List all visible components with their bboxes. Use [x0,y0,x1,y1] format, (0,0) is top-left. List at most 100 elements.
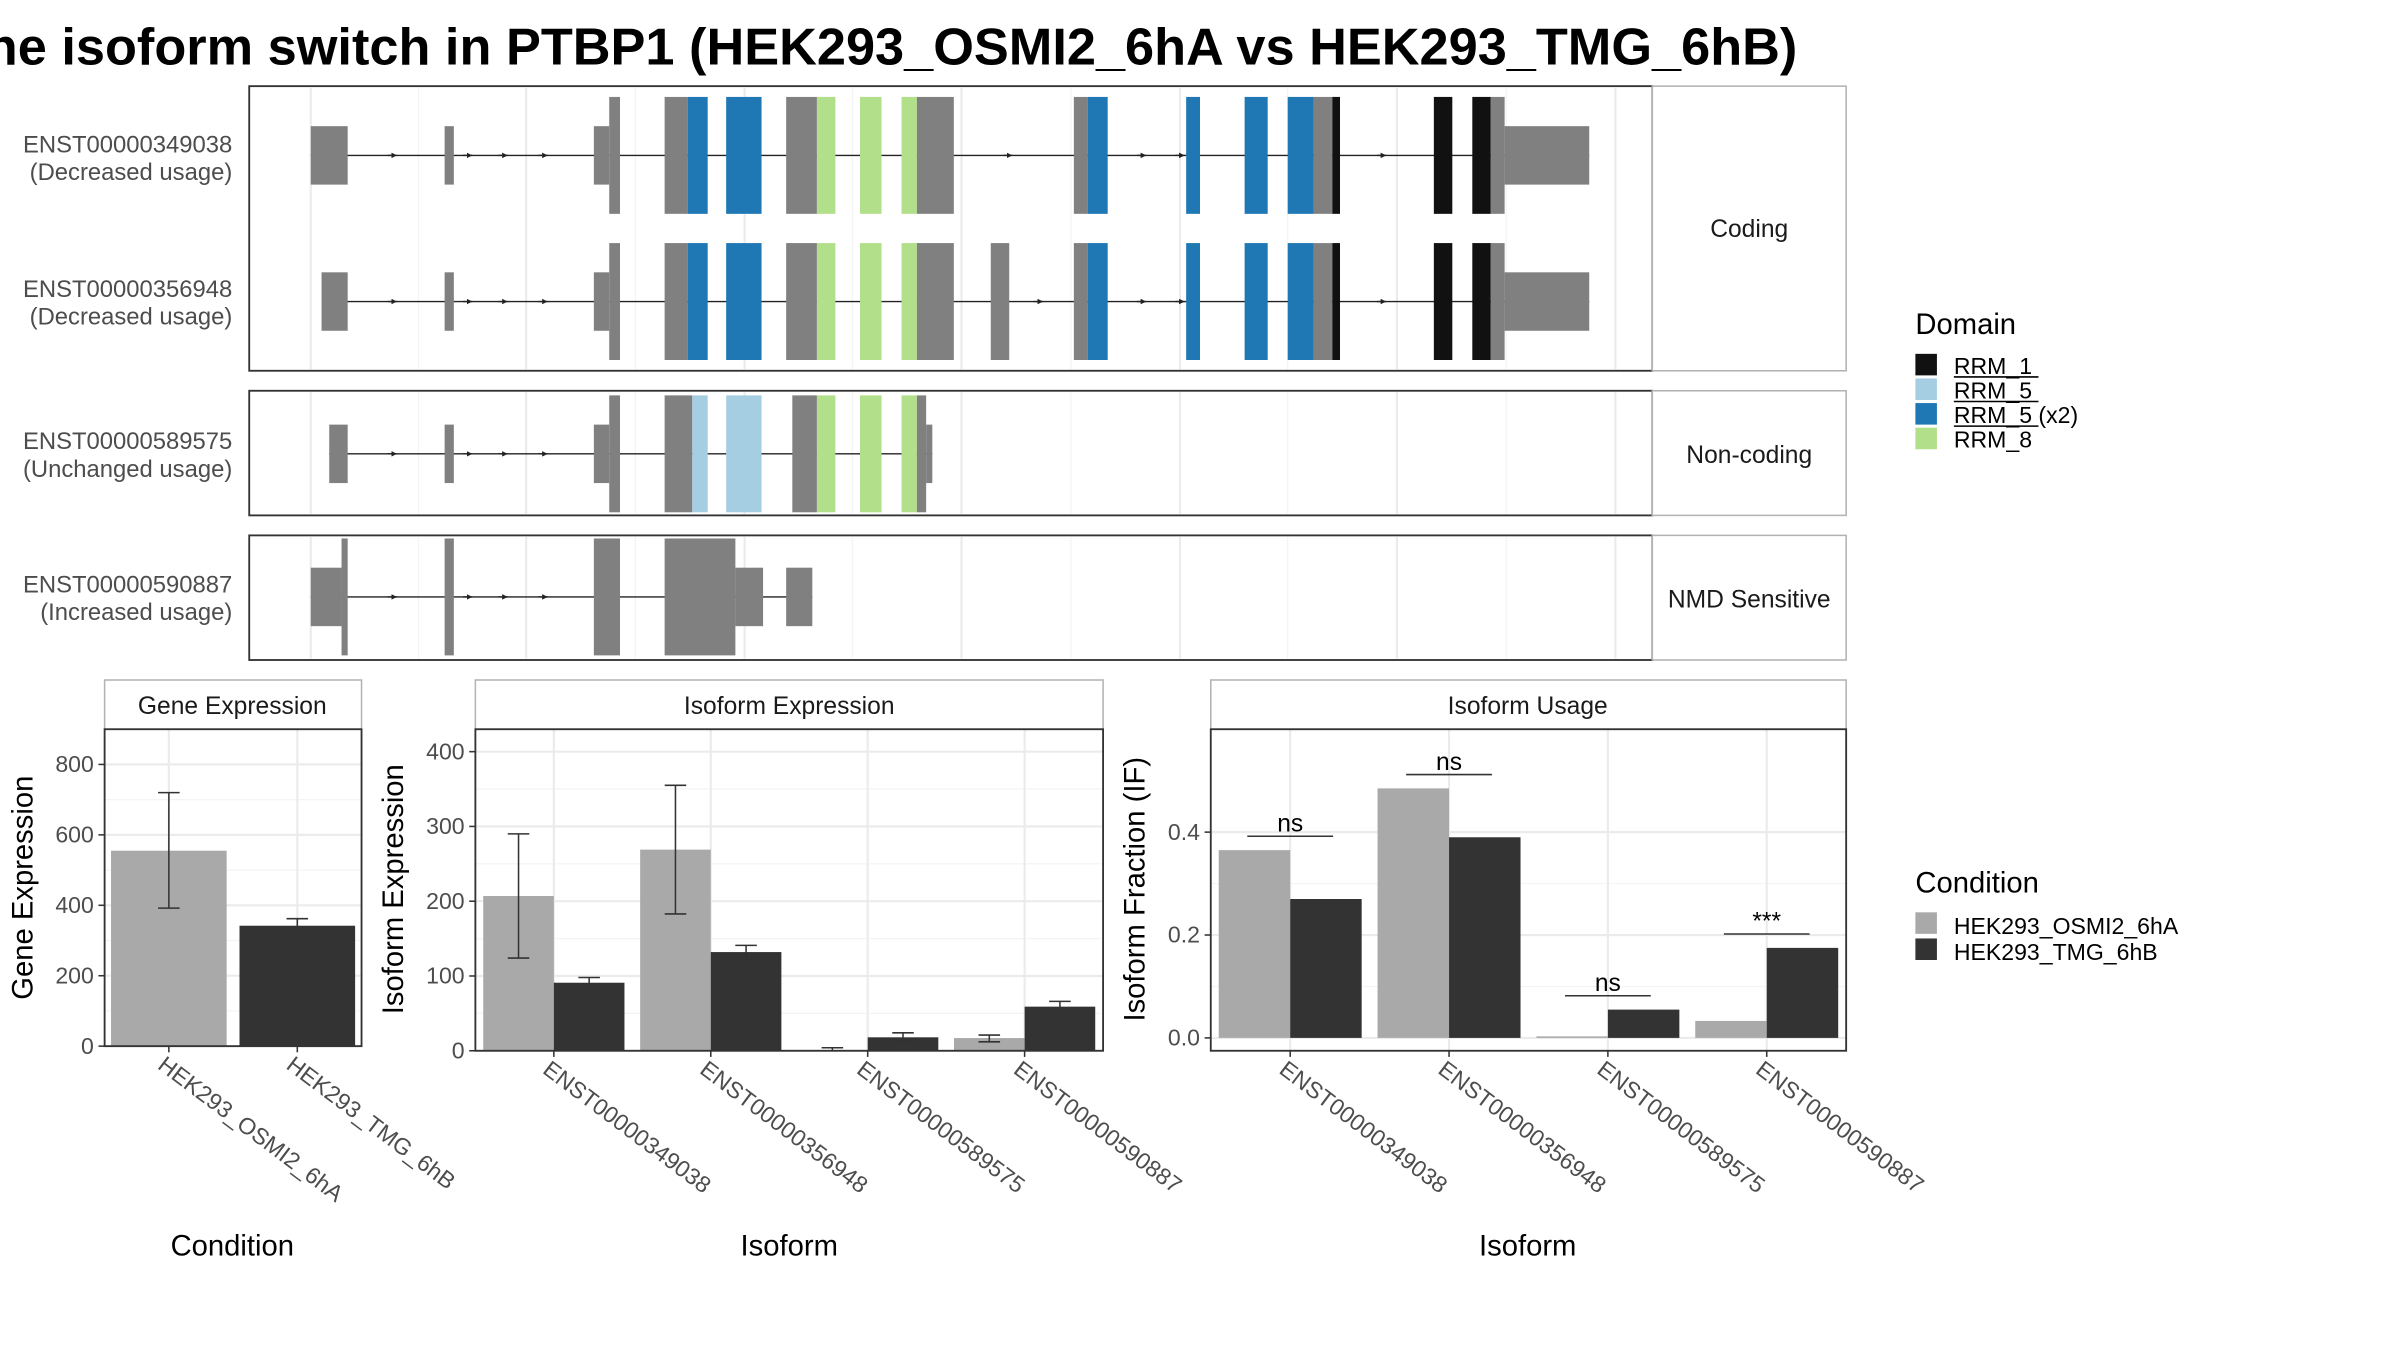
bar [1449,837,1521,1038]
exon-segment [786,243,817,360]
domain-legend-title: Domain [1915,309,2016,341]
exon-segment [1472,243,1491,360]
transcript-panels: Coding Non-coding NMD Sensitive ENST0000… [23,85,1847,661]
exon-segment [1490,243,1505,360]
exon-segment [1313,243,1333,360]
exon-segment [664,96,688,214]
exon-segment [726,243,762,360]
chart1-strip [103,679,363,730]
chart2-strip [474,679,1104,730]
y-tick-label: 0.2 [1168,922,1200,948]
isoform-label-2-id: ENST00000356948 [23,276,232,303]
legend-label-rrm1: RRM_1 [1954,353,2032,379]
y-tick-label: 0 [81,1033,94,1059]
chart3-frame [1209,728,1848,1052]
x-tick-label: ENST00000590887 [1009,1056,1186,1199]
exon-segment [786,96,817,214]
isoform-usage-chart: Isoform Usage ns ns ns *** 0.0 0.2 0.4 ENST000… [1120,679,1929,1262]
exon-segment [444,538,454,656]
chart3-xlabel: Isoform [1479,1230,1576,1262]
isoform-label-3-id: ENST00000589575 [23,428,232,455]
exon-segment [1244,96,1268,214]
exon-segment [1433,243,1453,360]
figure-title: The isoform switch in PTBP1 (HEK293_OSMI… [0,19,1797,77]
strip-label-noncoding: Non-coding [1686,442,1812,469]
bar [1766,947,1839,1038]
transcript-track [310,538,813,656]
y-tick-label: 400 [426,738,464,764]
exon-segment [444,126,454,185]
y-tick-label: 0 [452,1037,465,1063]
x-tick-label: ENST00000349038 [539,1056,716,1199]
exon-segment [792,395,817,513]
bar [1218,850,1291,1038]
exon-segment [726,96,762,214]
y-tick-label: 200 [55,962,93,988]
exon-segment [1073,243,1088,360]
legend-swatch-rrm1 [1915,353,1937,376]
domain-legend: Domain RRM_1 RRM_5 RRM_5 (x2) RRM_8 [1915,309,2078,453]
isoform-label-1-usage: (Decreased usage) [30,159,233,186]
exon-segment [1332,96,1340,214]
exon-segment [816,243,836,360]
y-tick-label: 0.4 [1168,819,1200,845]
bar [1024,1006,1096,1051]
transcript-track [310,96,1590,214]
isoform-label-4-id: ENST00000590887 [23,571,232,598]
exon-segment [1490,96,1505,214]
exon-segment [859,96,882,214]
legend-label-rrm5x2: RRM_5 (x2) [1954,402,2078,428]
y-tick-label: 300 [426,813,464,839]
isoform-label-2-usage: (Decreased usage) [30,304,233,331]
exon-segment [692,395,708,513]
exon-segment [1287,96,1314,214]
legend-swatch-cond-b [1915,938,1937,960]
exon-segment [1287,243,1314,360]
chart2-marks [483,784,1096,1052]
y-tick-label: 200 [426,888,464,914]
chart1-marks [111,791,356,1047]
legend-swatch-rrm5x2 [1915,403,1937,425]
exon-segment [593,424,610,484]
exon-segment [1472,96,1491,214]
exon-segment [990,243,1010,360]
x-tick-label: ENST00000356948 [1434,1056,1611,1199]
exon-segment [859,395,882,513]
exon-segment [1186,243,1200,360]
exon-segment [926,424,933,484]
strip-nmd [1651,534,1847,661]
bar [553,982,625,1051]
strip-noncoding [1651,389,1847,517]
exon-segment [593,538,620,656]
exon-segment [609,395,620,513]
exon-segment [687,96,708,214]
chart3-marks: ns ns ns *** [1218,749,1839,1038]
chart2-frame [474,728,1104,1052]
exon-segment [735,567,764,627]
x-tick-label: ENST00000589575 [1593,1056,1770,1199]
condition-legend-title: Condition [1915,867,2038,899]
exon-segment [726,395,762,513]
bar [710,952,782,1051]
legend-label-cond-b: HEK293_TMG_6hB [1954,939,2158,965]
significance-label: ns [1277,811,1303,838]
x-tick-label: ENST00000589575 [852,1056,1029,1199]
chart2-ylabel: Isoform Expression [378,764,410,1014]
panel-noncoding [248,389,1654,517]
legend-swatch-cond-a [1915,912,1937,934]
y-tick-label: 100 [426,963,464,989]
x-tick-label: ENST00000590887 [1751,1056,1928,1199]
bar [953,1038,1025,1051]
exon-segment [593,126,610,185]
legend-label-cond-a: HEK293_OSMI2_6hA [1954,913,2179,939]
transcript-tracks [310,96,1590,656]
exon-segment [916,243,954,360]
exon-segment [310,567,342,627]
exon-segment [609,243,620,360]
isoform-expression-chart: Isoform Expression 0 100 200 300 400 ENST0000… [378,679,1187,1262]
bar [867,1037,939,1051]
exon-segment [1087,243,1108,360]
bar [239,925,356,1047]
exon-segment [1186,96,1200,214]
